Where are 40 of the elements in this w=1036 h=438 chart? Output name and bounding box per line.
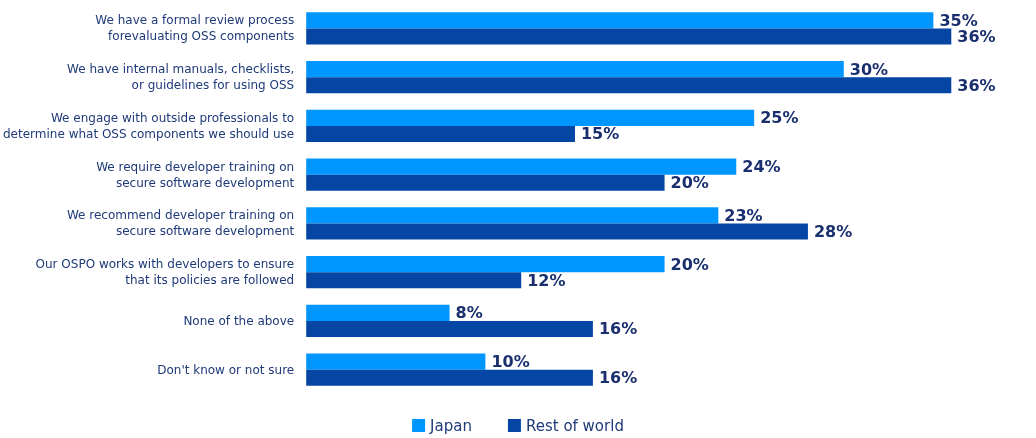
bar bbox=[306, 158, 737, 175]
y-tick-label: Our OSPO works with developers to ensure that its policies are followed bbox=[35, 257, 295, 288]
bar bbox=[306, 304, 450, 321]
y-tick-label: None of the above bbox=[183, 313, 295, 328]
y-tick-label: We engage with outside professionals to determine what OSS components we should use bbox=[3, 110, 295, 141]
data-label: 16% bbox=[598, 319, 638, 339]
data-label: 16% bbox=[598, 368, 638, 388]
data-label: 20% bbox=[670, 173, 709, 193]
data-label: 24% bbox=[742, 157, 781, 177]
data-label: 30% bbox=[849, 59, 889, 79]
bar bbox=[306, 369, 593, 386]
data-label: 8% bbox=[455, 303, 483, 323]
bar bbox=[306, 61, 844, 78]
bar bbox=[306, 12, 934, 29]
bar bbox=[306, 174, 665, 191]
bar bbox=[306, 109, 755, 126]
bar bbox=[306, 223, 808, 240]
y-tick-label: We require developer training on secure software development bbox=[96, 159, 295, 190]
data-label: 28% bbox=[813, 221, 853, 241]
bar bbox=[306, 28, 952, 45]
data-label: 36% bbox=[957, 75, 996, 95]
bar bbox=[306, 320, 593, 337]
y-tick-label: We have a formal review process forevaluating OSS components bbox=[95, 13, 295, 44]
y-tick-label: We have internal manuals, checklists, or guidelines for using OSS bbox=[67, 62, 295, 93]
data-label: 23% bbox=[724, 205, 763, 225]
y-tick-label: We recommend developer training on secure software development bbox=[66, 208, 295, 239]
bar bbox=[306, 125, 575, 142]
data-label: 20% bbox=[670, 254, 709, 274]
bar bbox=[306, 256, 665, 273]
legend-label: Japan bbox=[429, 416, 472, 435]
bar bbox=[306, 353, 486, 370]
data-label: 25% bbox=[760, 108, 799, 128]
y-tick-label: Don't know or not sure bbox=[157, 362, 295, 377]
bar bbox=[306, 77, 952, 94]
bar bbox=[306, 207, 719, 224]
bar bbox=[306, 272, 522, 289]
data-label: 12% bbox=[527, 270, 566, 290]
data-label: 15% bbox=[580, 124, 620, 144]
legend-label: Rest of world bbox=[525, 416, 624, 435]
data-label: 10% bbox=[491, 352, 530, 372]
